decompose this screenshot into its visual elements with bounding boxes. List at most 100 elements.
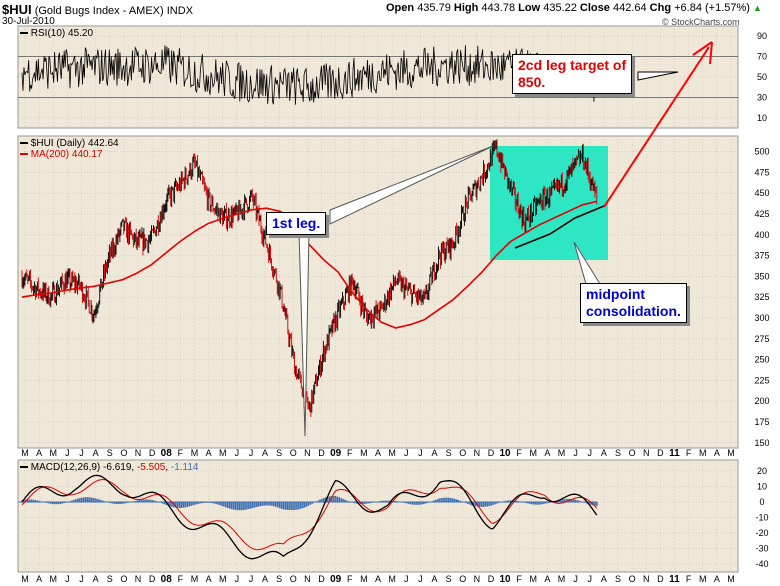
x-tick-label: 09: [330, 448, 342, 459]
rsi-legend-line: [20, 32, 28, 35]
x-tick-label: A: [431, 574, 437, 584]
y-tick-label: -20: [755, 528, 768, 538]
ma-label: MA(200) 440.17: [30, 149, 103, 160]
x-tick-label: A: [714, 448, 720, 458]
x-tick-label: A: [93, 574, 99, 584]
y-tick-label: 200: [754, 396, 769, 406]
x-tick-label: M: [21, 574, 29, 584]
x-tick-label: A: [262, 448, 268, 458]
axis-ticks: MMAAMMJJJJAASSOONNDD0808FFMMAAMMJJJJAASS…: [21, 31, 769, 585]
x-tick-label: M: [50, 574, 58, 584]
x-tick-label: M: [360, 448, 368, 458]
hist-value: -1.114: [170, 462, 199, 473]
y-tick-label: -10: [755, 513, 768, 523]
x-tick-label: N: [304, 574, 311, 584]
chg-value: +6.84 (+1.57%): [674, 2, 750, 14]
x-tick-label: A: [375, 448, 381, 458]
x-tick-label: M: [530, 448, 538, 458]
exchange: INDX: [166, 5, 194, 17]
macd-value: -6.619: [103, 462, 132, 473]
watermark: © StockCharts.com: [662, 17, 740, 27]
close-value: 442.64: [612, 2, 647, 14]
x-tick-label: N: [304, 448, 311, 458]
y-tick-label: 70: [757, 52, 767, 62]
x-tick-label: J: [573, 574, 578, 584]
x-tick-label: D: [657, 574, 664, 584]
price-legend-line: [20, 142, 28, 145]
price-label: $HUI (Daily) 442.64: [30, 138, 119, 149]
price-series: [21, 139, 605, 418]
x-tick-label: M: [727, 448, 735, 458]
x-tick-label: D: [488, 448, 495, 458]
high-value: 443.78: [481, 2, 516, 14]
symbol: $HUI: [2, 2, 32, 17]
x-tick-label: A: [93, 448, 99, 458]
x-tick-label: S: [276, 574, 282, 584]
x-tick-label: J: [65, 574, 70, 584]
consolidation-callout: midpoint consolidation.: [580, 283, 687, 323]
x-tick-label: J: [65, 448, 70, 458]
x-tick-label: O: [120, 448, 127, 458]
x-tick-label: J: [588, 574, 593, 584]
x-tick-label: M: [558, 448, 566, 458]
x-tick-label: O: [290, 448, 297, 458]
x-tick-label: N: [643, 574, 650, 584]
x-tick-label: 10: [499, 448, 511, 459]
y-tick-label: 0: [759, 497, 764, 507]
x-tick-label: A: [36, 448, 42, 458]
x-tick-label: N: [135, 574, 142, 584]
x-tick-label: M: [360, 574, 368, 584]
x-tick-label: N: [135, 448, 142, 458]
x-tick-label: N: [474, 448, 481, 458]
y-tick-label: 300: [754, 313, 769, 323]
x-tick-label: M: [530, 574, 538, 584]
x-tick-label: O: [459, 574, 466, 584]
x-tick-label: O: [290, 574, 297, 584]
ma200-line: [21, 200, 597, 329]
x-tick-label: F: [686, 574, 692, 584]
x-tick-label: D: [488, 574, 495, 584]
macd-label: MACD(12,26,9): [30, 462, 101, 473]
x-tick-label: M: [191, 574, 199, 584]
x-tick-label: S: [446, 448, 452, 458]
high-label: High: [453, 2, 479, 14]
macd-legend-line: [20, 466, 28, 469]
x-tick-label: 08: [161, 574, 173, 585]
x-tick-label: F: [516, 574, 522, 584]
y-tick-label: 475: [754, 167, 769, 177]
open-value: 435.79: [417, 2, 451, 14]
x-tick-label: S: [107, 574, 113, 584]
first-leg-callout: 1st leg.: [266, 212, 327, 235]
y-tick-label: 50: [757, 72, 767, 82]
y-tick-label: 150: [754, 438, 769, 448]
x-tick-label: J: [588, 448, 593, 458]
x-tick-label: 08: [161, 448, 173, 459]
target-arrowhead: [692, 41, 713, 65]
x-tick-label: J: [573, 448, 578, 458]
macd-series: [18, 474, 598, 560]
x-tick-label: A: [544, 448, 550, 458]
x-tick-label: M: [727, 574, 735, 584]
consolidation-line-2: consolidation.: [586, 303, 681, 319]
chart-date: 30-Jul-2010: [2, 16, 55, 27]
rsi-label: RSI(10) 45.20: [30, 28, 94, 39]
rsi-series: [21, 45, 598, 105]
x-tick-label: J: [235, 448, 240, 458]
x-tick-label: J: [79, 448, 84, 458]
open-label: Open: [386, 2, 415, 14]
x-tick-label: A: [206, 574, 212, 584]
chg-label: Chg: [649, 2, 672, 14]
x-tick-label: S: [615, 448, 621, 458]
x-tick-label: N: [474, 574, 481, 584]
y-tick-label: -40: [755, 559, 768, 569]
first-leg-pointer: [329, 145, 494, 225]
x-tick-label: O: [629, 574, 636, 584]
consolidation-line-1: midpoint: [586, 286, 646, 302]
y-tick-label: 175: [754, 417, 769, 427]
y-tick-label: 10: [757, 113, 767, 123]
x-tick-label: A: [36, 574, 42, 584]
x-tick-label: O: [459, 448, 466, 458]
x-tick-label: J: [418, 448, 423, 458]
x-tick-label: F: [686, 448, 692, 458]
index-name: (Gold Bugs Index - AMEX): [34, 5, 164, 17]
